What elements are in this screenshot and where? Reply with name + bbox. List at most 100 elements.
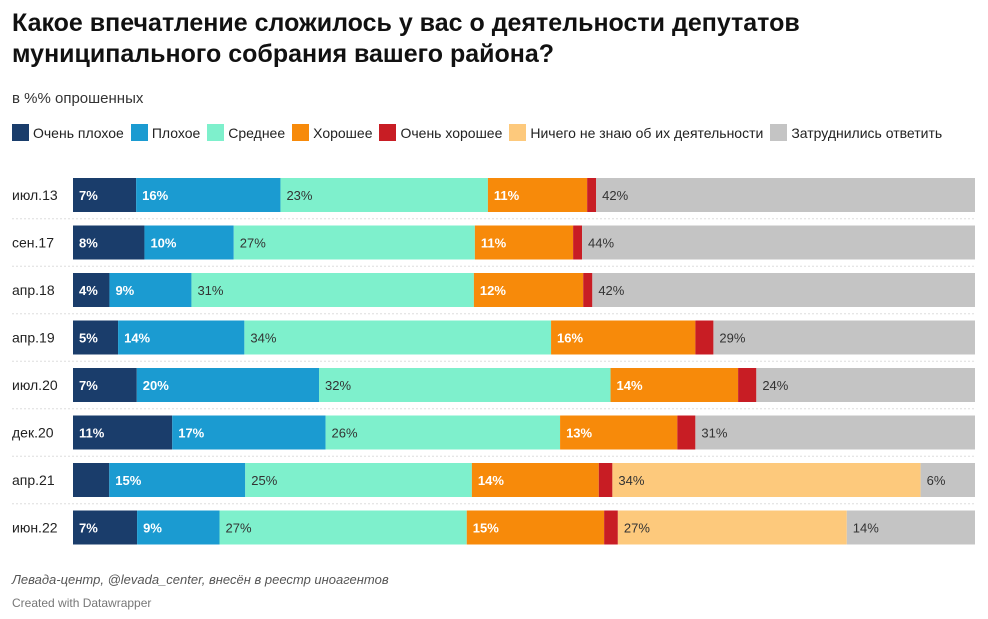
category-label: сен.17 [12,235,54,251]
bar-segment [319,368,611,402]
bar-segment [612,463,921,497]
bar-segment [73,225,145,260]
data-label: 11% [79,426,105,441]
bar-segment [677,415,696,450]
chart-subtitle: в %% опрошенных [12,90,144,107]
bar-segment [191,273,474,307]
data-label: 17% [178,426,204,441]
legend-label: Среднее [228,125,286,141]
legend-swatch [509,124,527,141]
bar-segment [73,368,137,402]
bar-segment [109,463,246,497]
data-label: 12% [480,283,506,298]
bar-row: июл.20 7% 20% 32% 14% 24% [12,368,975,410]
chart-title: Какое впечатление сложилось у вас о деят… [12,9,800,68]
legend-label: Затруднились ответить [791,125,943,141]
data-label: 16% [142,188,168,203]
data-label: 10% [150,236,176,251]
data-label: 27% [240,236,266,251]
bar-segment [596,178,975,212]
legend-swatch [770,124,788,141]
data-label: 15% [473,521,499,536]
bar-row: апр.19 5% 14% 34% 16% 29% [12,320,975,362]
bar-segment [73,510,138,545]
bar-segment [219,510,467,545]
bar-segment [695,320,714,355]
bar-segment [846,510,975,545]
data-label: 27% [226,521,252,536]
bar-segment [144,225,234,260]
data-label: 23% [286,188,312,203]
data-label: 14% [478,473,504,488]
bar-segment [582,225,975,260]
data-label: 14% [124,331,150,346]
data-label: 11% [494,188,520,203]
data-label: 27% [624,521,650,536]
credit-note: Created with Datawrapper [12,596,152,610]
bar-segment [73,178,137,212]
legend-item: Затруднились ответить [770,124,943,141]
bar-segment [136,178,281,212]
legend-label: Ничего не знаю об их деятельности [530,125,764,141]
category-label: апр.18 [12,282,55,298]
data-label: 15% [115,473,141,488]
bar-segment [325,415,561,450]
data-label: 42% [598,283,624,298]
bar-segment [474,225,574,260]
bar-segment [109,273,192,307]
bar-segment [137,510,220,545]
data-label: 26% [332,426,358,441]
data-label: 7% [79,378,98,393]
bar-row: апр.18 4% 9% 31% 12% 42% [12,273,975,315]
legend-item: Среднее [207,124,286,141]
data-label: 14% [853,521,879,536]
data-label: 7% [79,521,98,536]
data-label: 16% [557,331,583,346]
data-label: 31% [701,426,727,441]
data-label: 6% [927,473,946,488]
bar-segment [487,178,588,212]
stacked-bar-chart: июл.13 7% 16% 23% 11% 42% сен.17 8% 10% 27% 11% 44%… [12,178,975,545]
bar-row: июн.22 7% 9% 27% 15% 27% 14% [12,510,975,545]
bar-segment [471,463,599,497]
bar-segment [245,463,472,497]
bar-row: апр.21 15% 25% 14% 34% 6% [12,463,975,505]
bar-segment [587,178,597,212]
legend-item: Очень хорошее [379,124,503,141]
data-label: 25% [251,473,277,488]
bar-segment [756,368,975,402]
legend-label: Очень хорошее [400,125,503,141]
bar-segment [573,225,583,260]
data-label: 20% [143,378,169,393]
data-label: 31% [197,283,223,298]
data-label: 44% [588,236,614,251]
data-label: 4% [79,283,98,298]
bar-segment [551,320,696,355]
bar-segment [560,415,678,450]
legend-swatch [207,124,225,141]
data-label: 32% [325,378,351,393]
legend-item: Ничего не знаю об их деятельности [509,124,764,141]
bar-segment [617,510,847,545]
bar-segment [280,178,488,212]
legend-item: Плохое [130,124,201,141]
category-label: дек.20 [12,425,54,441]
bar-segment [592,273,975,307]
bar-segment [738,368,757,402]
data-label: 13% [566,426,592,441]
bar-segment [713,320,975,355]
source-note: Левада-центр, @levada_center, внесён в р… [12,572,389,587]
legend-swatch [379,124,397,141]
bar-segment [73,273,110,307]
bar-segment [598,463,613,497]
bar-segment [73,415,173,450]
category-label: апр.21 [12,472,55,488]
legend-swatch [292,124,310,141]
data-label: 24% [762,378,788,393]
legend-swatch [12,124,29,141]
legend-label: Плохое [151,125,201,141]
bar-row: июл.13 7% 16% 23% 11% 42% [12,178,975,220]
bar-segment [73,320,119,355]
data-label: 5% [79,331,98,346]
legend-item: Очень плохое [12,124,124,141]
